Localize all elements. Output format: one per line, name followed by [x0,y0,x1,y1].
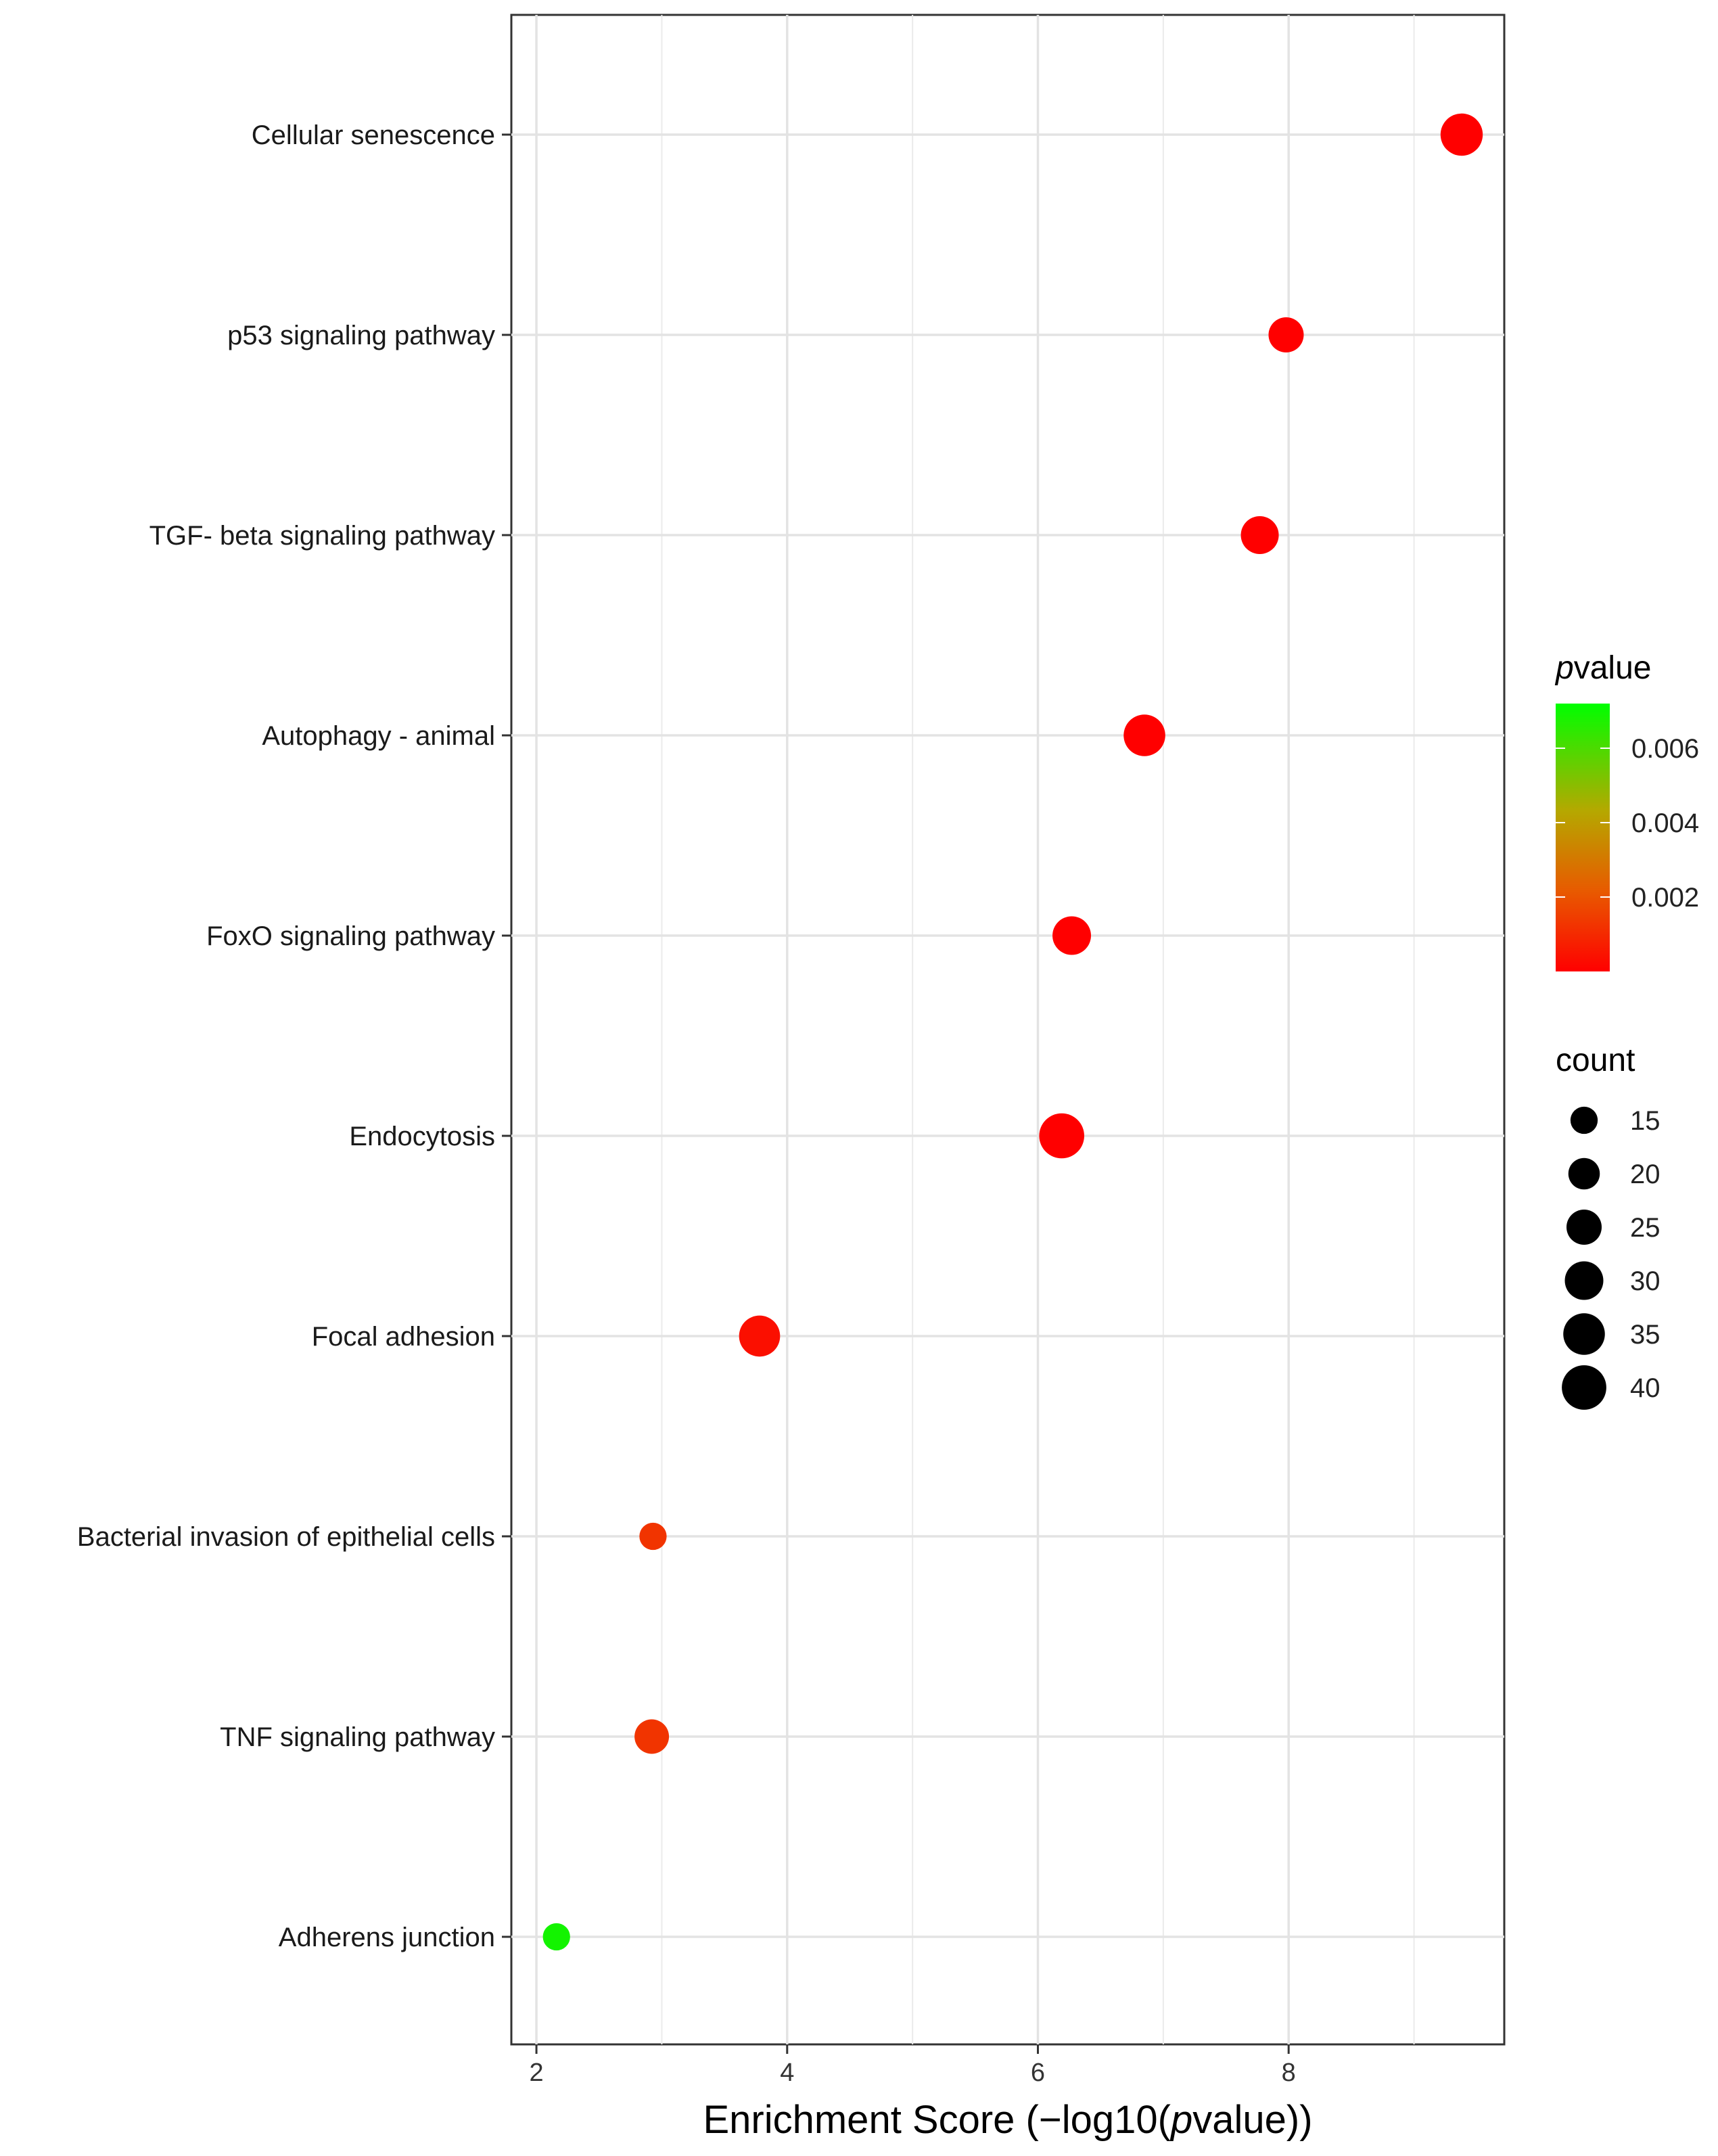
data-point [639,1522,667,1551]
size-legend-dot [1562,1365,1606,1410]
size-legend-dot [1564,1261,1604,1300]
data-points [542,113,1483,1951]
data-point [739,1315,781,1357]
size-legend-label: 40 [1630,1373,1661,1403]
data-point [1440,113,1483,156]
data-point [1240,515,1279,555]
data-point [542,1923,570,1951]
size-legend-dot [1568,1157,1600,1190]
size-legend-label: 15 [1630,1106,1661,1136]
color-legend-title: pvalue [1554,650,1651,686]
y-tick-label: Adherens junction [279,1923,495,1952]
x-tick-label: 6 [1031,2059,1045,2087]
size-legend-dot [1566,1210,1602,1245]
x-axis: 2 4 6 8 [530,2044,1296,2087]
y-tick-label: Autophagy - animal [262,721,495,751]
color-legend-tick-label: 0.004 [1631,808,1699,838]
size-legend-title: count [1556,1042,1635,1078]
y-axis: Cellular senescence p53 signaling pathway… [77,120,511,1952]
size-legend-dot [1570,1106,1598,1134]
color-legend-bar [1556,704,1610,971]
y-tick-label: FoxO signaling pathway [206,921,495,951]
x-tick-label: 4 [780,2059,794,2087]
x-axis-title: Enrichment Score (−log10(pvalue)) [703,2098,1312,2142]
color-legend-ticks: 0.006 0.004 0.002 [1556,734,1699,913]
size-legend: count 15 20 25 30 35 40 [1556,1042,1661,1410]
color-legend: pvalue 0.006 0.004 0.002 [1554,650,1699,971]
data-point [1039,1113,1084,1159]
size-legend-dot [1563,1313,1605,1355]
y-tick-label: TGF- beta signaling pathway [149,521,495,551]
data-point [634,1719,670,1754]
y-tick-label: TNF signaling pathway [220,1722,495,1752]
size-legend-label: 25 [1630,1213,1661,1243]
x-tick-label: 2 [530,2059,544,2087]
y-tick-label: Focal adhesion [312,1322,495,1352]
grid-lines [511,15,1504,2044]
size-legend-label: 20 [1630,1160,1661,1189]
plot-panel [510,14,1506,2046]
size-legend-label: 35 [1630,1320,1661,1350]
data-point [1052,916,1092,955]
y-tick-label: Bacterial invasion of epithelial cells [77,1522,495,1552]
color-legend-tick-label: 0.002 [1631,883,1699,913]
x-tick-label: 8 [1282,2059,1296,2087]
y-tick-label: p53 signaling pathway [227,321,495,350]
y-tick-label: Cellular senescence [252,120,495,150]
data-point [1268,317,1304,352]
size-legend-items: 15 20 25 30 35 40 [1562,1106,1661,1410]
y-tick-label: Endocytosis [349,1122,495,1151]
color-legend-tick-label: 0.006 [1631,734,1699,764]
data-point [1123,714,1165,756]
size-legend-label: 30 [1630,1266,1661,1296]
